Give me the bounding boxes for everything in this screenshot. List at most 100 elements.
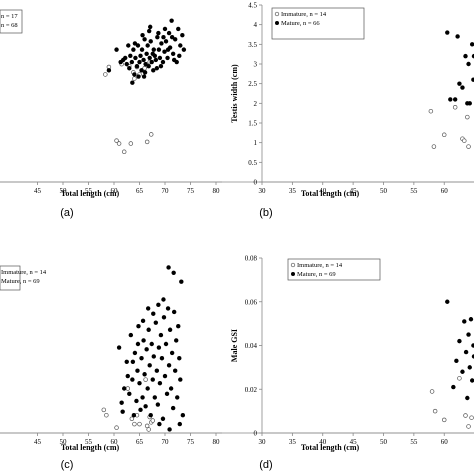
data-point [471, 343, 474, 348]
y-tick-label: 0.04 [245, 342, 258, 350]
data-point [176, 324, 181, 329]
data-point [145, 43, 150, 48]
data-point [146, 427, 151, 432]
data-point [138, 53, 143, 59]
x-tick-label: 50 [380, 187, 388, 195]
legend-label: n = 17 [1, 13, 18, 20]
x-tick-label: 50 [60, 438, 68, 446]
data-point [457, 81, 462, 86]
data-point [180, 413, 186, 418]
data-point [103, 72, 108, 77]
data-point [179, 279, 184, 284]
x-tick-label: 70 [162, 187, 170, 195]
y-tick-label: 0.5 [248, 159, 257, 167]
data-point [165, 306, 171, 311]
x-tick-label: 35 [289, 187, 297, 195]
data-point [469, 415, 474, 420]
data-point [463, 53, 468, 59]
data-point [160, 416, 166, 421]
y-tick-label: 0.02 [245, 386, 258, 394]
data-point [143, 377, 148, 382]
data-point [429, 389, 435, 394]
data-point [460, 85, 465, 90]
legend-marker-open [274, 11, 280, 17]
x-tick-label: 60 [111, 187, 119, 195]
y-axis-label: Testis width (cm) [230, 64, 239, 123]
data-point [452, 97, 458, 102]
x-tick-label: 65 [136, 187, 144, 195]
data-point [445, 30, 450, 35]
data-point [129, 416, 135, 422]
x-tick-label: 55 [410, 187, 418, 195]
data-point [148, 24, 153, 30]
x-tick-label: 75 [187, 438, 195, 446]
x-tick-label: 40 [319, 187, 327, 195]
data-point [171, 57, 177, 63]
data-point [142, 372, 147, 377]
data-point [452, 105, 458, 110]
panel-label: (d) [259, 459, 272, 471]
x-tick-label: 45 [350, 438, 358, 446]
data-point [104, 412, 109, 418]
data-point [466, 61, 471, 67]
data-point [120, 409, 125, 414]
y-tick-label: 0.06 [245, 298, 258, 306]
x-axis-label: Total length (cm) [61, 189, 120, 198]
data-point [151, 311, 156, 316]
data-point [165, 47, 171, 52]
data-point [157, 421, 162, 427]
data-point [116, 141, 122, 146]
y-tick-label: 3 [254, 61, 258, 69]
data-point [153, 57, 159, 63]
data-point [101, 407, 107, 413]
data-point [142, 65, 147, 71]
data-point [124, 61, 129, 67]
data-point [154, 66, 160, 71]
data-point [147, 55, 152, 61]
y-tick-label: 0.08 [245, 255, 258, 263]
data-point [116, 345, 122, 350]
data-point [152, 395, 157, 400]
legend-label: Immature, n = 14 [281, 11, 327, 18]
data-point [466, 332, 471, 337]
data-point [471, 354, 474, 359]
data-point [166, 363, 172, 368]
x-tick-label: 60 [111, 438, 119, 446]
data-point [143, 404, 148, 409]
y-tick-label: 3.5 [248, 41, 257, 49]
data-point [131, 413, 137, 418]
data-point [428, 108, 434, 114]
data-point [144, 423, 150, 429]
data-point [132, 350, 138, 356]
data-point [448, 97, 453, 102]
data-point [144, 51, 149, 56]
legend-label: Mature, n = 69 [1, 278, 40, 285]
x-tick-label: 80 [213, 187, 221, 195]
y-tick-label: 1.5 [248, 120, 257, 128]
data-point [128, 53, 133, 59]
data-point [148, 413, 153, 418]
data-point [469, 378, 474, 383]
data-point [127, 66, 132, 71]
data-point [146, 63, 151, 69]
data-point [133, 55, 138, 61]
data-point [445, 299, 450, 304]
data-point [121, 149, 127, 155]
data-point [168, 386, 174, 391]
x-tick-label: 55 [410, 438, 418, 446]
x-axis-label: Total length (cm) [301, 443, 360, 452]
x-axis-label: Total length (cm) [301, 189, 360, 198]
data-point [134, 398, 139, 404]
panel-c: 45 50 55 60 65 70 75 80 Total length (cm) (c) Imma… [0, 265, 222, 471]
data-point [140, 32, 145, 38]
data-point [150, 377, 155, 382]
data-point [158, 63, 164, 69]
data-point [128, 141, 134, 146]
data-point [174, 338, 179, 343]
x-tick-label: 40 [319, 438, 327, 446]
data-point [151, 68, 156, 73]
data-point [131, 47, 136, 52]
series-immature [428, 105, 471, 149]
data-point [157, 55, 163, 61]
data-point [151, 47, 156, 52]
